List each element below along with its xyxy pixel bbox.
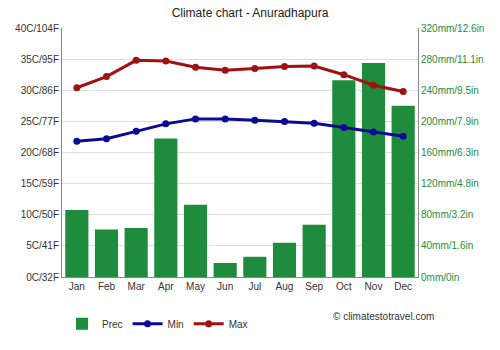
svg-text:320mm/12.6in: 320mm/12.6in [421,23,484,34]
svg-text:Sep: Sep [305,281,323,292]
svg-text:Jul: Jul [248,281,261,292]
svg-text:May: May [186,281,205,292]
svg-text:240mm/9.5in: 240mm/9.5in [421,85,479,96]
svg-text:40mm/1.6in: 40mm/1.6in [421,240,473,251]
svg-text:35C/95F: 35C/95F [21,54,59,65]
svg-text:Aug: Aug [276,281,294,292]
svg-text:5C/41F: 5C/41F [26,240,59,251]
svg-text:Climate chart - Anuradhapura: Climate chart - Anuradhapura [172,6,329,20]
svg-text:Dec: Dec [394,281,412,292]
svg-text:Prec: Prec [102,319,123,330]
svg-text:120mm/4.8in: 120mm/4.8in [421,178,479,189]
svg-text:200mm/7.9in: 200mm/7.9in [421,116,479,127]
svg-text:20C/68F: 20C/68F [21,147,59,158]
svg-text:Mar: Mar [128,281,146,292]
svg-text:80mm/3.2in: 80mm/3.2in [421,209,473,220]
svg-text:280mm/11.1in: 280mm/11.1in [421,54,484,65]
svg-text:Feb: Feb [98,281,116,292]
svg-text:© climatestotravel.com: © climatestotravel.com [333,311,434,322]
svg-text:30C/86F: 30C/86F [21,85,59,96]
svg-text:Nov: Nov [365,281,383,292]
svg-text:25C/77F: 25C/77F [21,116,59,127]
svg-text:0mm/0in: 0mm/0in [421,272,459,283]
svg-text:Min: Min [168,319,184,330]
svg-text:Jan: Jan [69,281,85,292]
svg-text:160mm/6.3in: 160mm/6.3in [421,147,479,158]
svg-text:40C/104F: 40C/104F [15,23,59,34]
svg-text:Jun: Jun [217,281,233,292]
svg-text:Apr: Apr [158,281,174,292]
svg-text:0C/32F: 0C/32F [26,272,59,283]
svg-text:15C/59F: 15C/59F [21,178,59,189]
svg-text:Max: Max [229,319,248,330]
svg-text:10C/50F: 10C/50F [21,209,59,220]
svg-text:Oct: Oct [336,281,352,292]
